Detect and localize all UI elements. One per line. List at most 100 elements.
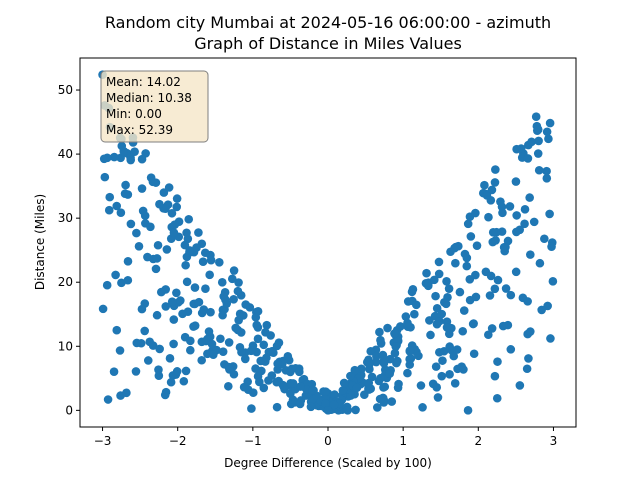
data-point: [527, 137, 536, 147]
data-point: [253, 306, 263, 316]
data-point: [200, 248, 210, 258]
data-point: [123, 275, 133, 285]
data-point: [396, 322, 405, 331]
data-point: [234, 278, 243, 287]
data-point: [115, 346, 125, 355]
data-point: [155, 199, 164, 209]
data-point: [545, 209, 554, 219]
data-point: [351, 405, 360, 415]
data-point: [100, 172, 110, 182]
data-point: [140, 211, 150, 221]
data-point: [471, 292, 481, 302]
data-point: [393, 356, 402, 366]
data-point: [544, 134, 553, 144]
data-point: [229, 295, 238, 304]
data-point: [442, 323, 452, 332]
data-point: [414, 351, 423, 361]
data-point: [391, 342, 400, 351]
data-point: [463, 406, 473, 415]
data-point: [102, 280, 112, 290]
data-point: [134, 241, 144, 251]
data-point: [491, 236, 500, 245]
data-point: [109, 367, 119, 377]
data-point: [165, 354, 175, 363]
data-point: [169, 339, 178, 349]
data-point: [296, 382, 305, 391]
data-point: [204, 327, 214, 336]
data-point: [445, 370, 454, 379]
data-point: [437, 371, 447, 381]
x-axis-label: Degree Difference (Scaled by 100): [224, 456, 432, 470]
data-point: [460, 249, 470, 259]
data-point: [384, 369, 394, 378]
data-point: [463, 219, 473, 229]
data-point: [194, 228, 203, 237]
data-point: [224, 338, 234, 347]
data-point: [438, 356, 447, 365]
data-point: [533, 149, 543, 158]
data-point: [484, 212, 493, 222]
data-point: [534, 136, 543, 146]
data-point: [376, 335, 385, 345]
data-point: [240, 354, 250, 364]
data-point: [117, 278, 126, 288]
data-point: [126, 219, 136, 229]
data-point: [511, 177, 521, 186]
data-point: [206, 255, 216, 265]
data-point: [143, 356, 153, 365]
data-point: [243, 377, 252, 386]
data-point: [406, 354, 416, 363]
data-point: [458, 326, 468, 336]
data-point: [542, 166, 551, 176]
data-point: [252, 320, 262, 330]
data-point: [117, 141, 127, 151]
data-point: [524, 354, 533, 363]
data-point: [546, 334, 555, 343]
data-point: [390, 329, 399, 338]
data-point: [526, 327, 535, 336]
data-point: [433, 393, 443, 402]
data-point: [390, 348, 400, 358]
data-point: [216, 334, 225, 344]
data-point: [152, 310, 162, 320]
data-point: [497, 202, 507, 212]
data-point: [482, 191, 492, 200]
data-point: [169, 315, 179, 324]
data-point: [466, 232, 476, 241]
data-point: [253, 334, 263, 344]
data-point: [548, 277, 558, 286]
data-point: [112, 325, 122, 335]
data-point: [172, 288, 181, 298]
data-point: [148, 341, 158, 350]
data-point: [229, 266, 239, 275]
data-point: [522, 364, 532, 374]
x-tick-label: 2: [474, 434, 482, 448]
data-point: [248, 388, 258, 398]
data-point: [465, 275, 475, 284]
data-point: [403, 368, 412, 378]
data-point: [194, 297, 204, 307]
data-point: [387, 397, 397, 406]
data-point: [451, 258, 460, 268]
data-point: [488, 227, 498, 237]
data-point: [485, 291, 495, 300]
data-point: [181, 260, 190, 270]
data-point: [526, 250, 535, 259]
data-point: [375, 394, 385, 404]
data-point: [104, 205, 114, 215]
data-point: [273, 359, 282, 368]
data-point: [469, 349, 479, 359]
data-point: [418, 403, 427, 412]
y-tick-label: 30: [58, 211, 73, 225]
data-point: [169, 228, 179, 237]
data-point: [372, 351, 381, 361]
data-point: [160, 390, 170, 400]
data-point: [259, 340, 269, 350]
data-point: [176, 296, 185, 305]
data-point: [352, 383, 362, 393]
x-tick-label: 0: [324, 434, 332, 448]
data-point: [405, 346, 415, 355]
data-point: [184, 214, 194, 224]
data-point: [357, 364, 366, 374]
